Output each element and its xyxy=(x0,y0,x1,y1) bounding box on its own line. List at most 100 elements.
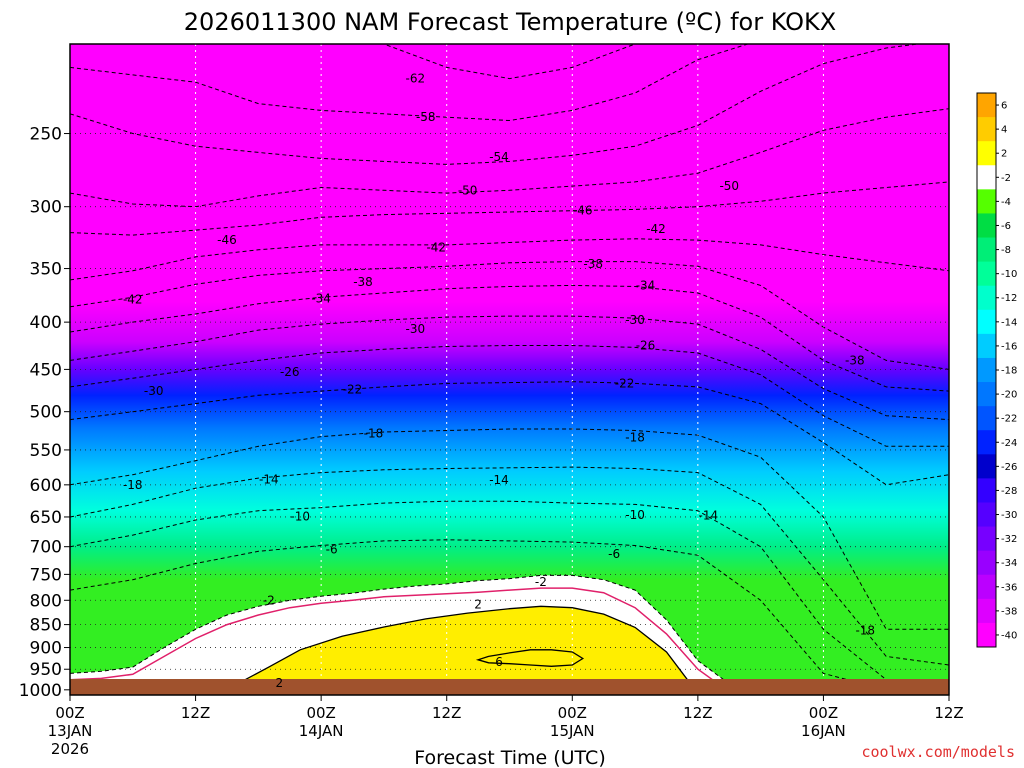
colorbar-label: -18 xyxy=(1001,366,1017,377)
colorbar-swatch xyxy=(977,165,996,190)
contour-label: -30 xyxy=(144,384,164,398)
y-tick-label: 400 xyxy=(30,313,62,333)
colorbar-swatch xyxy=(977,213,996,239)
y-tick-label: 600 xyxy=(30,476,62,496)
colorbar-label: -34 xyxy=(1001,558,1017,569)
isotherm-contours xyxy=(70,44,949,695)
colorbar-label: -30 xyxy=(1001,510,1017,521)
colorbar-label: 2 xyxy=(1001,149,1007,160)
x-axis-label: Forecast Time (UTC) xyxy=(414,747,605,768)
colorbar-label: -4 xyxy=(1001,197,1011,208)
colorbar-label: -22 xyxy=(1001,414,1017,425)
ground-surface xyxy=(70,679,949,695)
contour-label: -18 xyxy=(123,478,143,492)
colorbar-swatch xyxy=(977,189,996,214)
contour-label: -54 xyxy=(489,150,509,164)
contour-label: -34 xyxy=(311,291,331,305)
contour-label: -30 xyxy=(406,322,426,336)
colorbar-swatch xyxy=(977,502,996,528)
credit-text: coolwx.com/models xyxy=(861,743,1015,761)
colorbar-label: -14 xyxy=(1001,317,1017,328)
y-tick-label: 250 xyxy=(30,125,62,145)
y-axis-ticks: 250 300 350 400 450 500 550 600 650 700 750 800 850 9… xyxy=(19,125,70,701)
warm-core-region xyxy=(237,606,709,695)
isotherm-warm-2 xyxy=(237,605,709,695)
isotherm--14 xyxy=(70,466,949,666)
contour-label: -42 xyxy=(123,292,143,306)
colorbar-label: -10 xyxy=(1001,269,1017,280)
contour-label: -10 xyxy=(290,509,310,523)
isotherm--38 xyxy=(70,261,949,370)
x-tick-label: 00Z xyxy=(55,704,84,722)
colorbar-swatch xyxy=(977,454,996,479)
colorbar-label: -12 xyxy=(1001,293,1017,304)
y-tick-label: 450 xyxy=(30,360,62,380)
contour-label: -38 xyxy=(353,275,373,289)
isotherm--10 xyxy=(70,500,949,685)
isotherm--54 xyxy=(70,44,922,165)
y-tick-label: 800 xyxy=(30,591,62,611)
y-tick-label: 950 xyxy=(30,660,62,680)
isotherm--34 xyxy=(70,284,949,392)
x-tick-label: 12Z xyxy=(432,704,461,722)
colorbar-swatch xyxy=(977,93,996,118)
y-tick-label: 500 xyxy=(30,403,62,423)
colorbar-swatch xyxy=(977,550,996,576)
colorbar-label: -40 xyxy=(1001,630,1017,641)
zero-isotherm-line xyxy=(70,587,792,695)
colorbar-swatch xyxy=(977,309,996,335)
contour-label: -18 xyxy=(855,624,875,638)
isotherm--6 xyxy=(70,539,949,691)
colorbar-label: -16 xyxy=(1001,341,1017,352)
isotherm--26 xyxy=(70,345,949,447)
x-tick-date: 15JAN xyxy=(550,722,595,740)
colorbar-label: -38 xyxy=(1001,606,1017,617)
contour-label: -38 xyxy=(583,257,603,271)
isotherm--62 xyxy=(382,44,637,80)
contour-label: -26 xyxy=(636,339,656,353)
isotherm--50 xyxy=(70,108,949,208)
contour-label: -46 xyxy=(217,233,237,247)
y-tick-label: 650 xyxy=(30,508,62,528)
chart-title: 2026011300 NAM Forecast Temperature (ºC)… xyxy=(184,8,836,36)
isotherm--22 xyxy=(70,381,949,486)
plot-fill: -62-58-54-50 -50-46-46-42-42-42-38-38-38-… xyxy=(70,44,949,695)
x-tick-label: 00Z xyxy=(558,704,587,722)
contour-label: -10 xyxy=(625,508,645,522)
contour-label: -2 xyxy=(535,575,547,589)
contour-label: 2 xyxy=(275,676,283,690)
x-tick-label: 00Z xyxy=(809,704,838,722)
isotherm-warm-6 xyxy=(475,649,585,667)
contour-label: -6 xyxy=(608,547,620,561)
colorbar-label: -26 xyxy=(1001,462,1017,473)
contour-label: -58 xyxy=(416,110,436,124)
colorbar-label: 4 xyxy=(1001,125,1007,136)
contour-label: -6 xyxy=(326,543,338,557)
colorbar-label: -2 xyxy=(1001,173,1011,184)
contour-label: -50 xyxy=(458,183,478,197)
colorbar-swatch xyxy=(977,333,996,359)
x-tick-year: 2026 xyxy=(51,740,89,758)
colorbar-label: -20 xyxy=(1001,390,1017,401)
contour-label: -2 xyxy=(263,593,275,607)
x-tick-label: 00Z xyxy=(306,704,335,722)
contour-labels: -62-58-54-50 -50-46-46-42-42-42-38-38-38-… xyxy=(123,72,875,690)
y-tick-label: 300 xyxy=(30,198,62,218)
x-tick-date: 14JAN xyxy=(299,722,344,740)
colorbar-legend: 6 4 2 -2 -4 -6 -8 -10 -12 -14 -16 -18 -20 -22 -24 -26 -2… xyxy=(976,92,1017,648)
contour-label: -34 xyxy=(636,278,656,292)
colorbar-swatch xyxy=(977,430,996,455)
y-tick-label: 700 xyxy=(30,538,62,558)
y-tick-label: 350 xyxy=(30,260,62,280)
x-tick-label: 12Z xyxy=(934,704,963,722)
contour-label: 2 xyxy=(474,597,482,611)
contour-label: 6 xyxy=(495,655,503,669)
isotherm--58 xyxy=(70,44,750,122)
y-tick-label: 750 xyxy=(30,565,62,585)
contour-label: -42 xyxy=(426,240,446,254)
contour-label: -30 xyxy=(625,313,645,327)
x-tick-label: 12Z xyxy=(683,704,712,722)
colorbar-label: -32 xyxy=(1001,534,1017,545)
x-tick-label: 12Z xyxy=(181,704,210,722)
